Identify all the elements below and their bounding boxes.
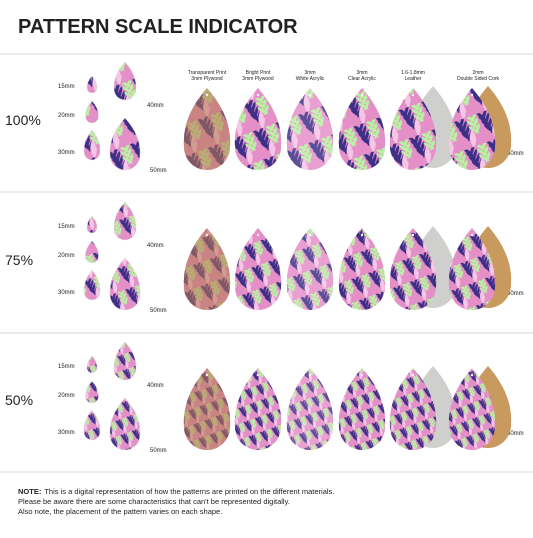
sample-drop [85, 380, 99, 404]
material-label: Leather [405, 76, 422, 82]
material-label: White Acrylic [296, 76, 325, 82]
hole [205, 93, 209, 97]
material-label: 1.6-1.8mm [401, 70, 425, 76]
size-label: 40mm [147, 103, 164, 109]
size-label: 50mm [150, 308, 167, 314]
size-label: 50mm [150, 448, 167, 454]
hole [360, 233, 364, 237]
hole [411, 373, 415, 377]
sample-drop [85, 100, 99, 124]
material-label: 3mm Plywood [191, 76, 223, 82]
note: NOTE: This is a digital representation of… [18, 487, 334, 496]
material-drop [448, 88, 496, 170]
size-label: 60mm [507, 431, 524, 437]
material-drop [286, 88, 334, 170]
material-drop [448, 228, 496, 310]
material-label: Double Sided Cork [457, 76, 499, 82]
hole [256, 373, 260, 377]
material-drop [286, 228, 334, 310]
material-label: 3mm Plywood [242, 76, 274, 82]
material-tint [286, 88, 334, 170]
material-tint [183, 88, 231, 170]
sample-drop [86, 75, 98, 94]
hole [411, 93, 415, 97]
material-label: 2mm [472, 70, 483, 76]
size-label: 50mm [150, 168, 167, 174]
sample-drop [86, 215, 98, 234]
size-label: 60mm [507, 291, 524, 297]
scale-label: 50% [5, 392, 33, 408]
material-label: Bright Print [246, 70, 271, 76]
note-line: This is a digital representation of how … [44, 487, 334, 496]
material-drop [234, 228, 282, 310]
material-drop [389, 88, 437, 170]
note-label: NOTE: [18, 487, 41, 496]
sample-drop [86, 355, 98, 374]
hole [308, 93, 312, 97]
material-label: 3mm [356, 70, 367, 76]
material-tint [183, 228, 231, 310]
material-drop [338, 88, 386, 170]
size-label: 30mm [58, 150, 75, 156]
hole [411, 233, 415, 237]
material-drop [338, 228, 386, 310]
material-tint [183, 368, 231, 450]
material-label: Clear Acrylic [348, 76, 376, 82]
material-label: 3mm [304, 70, 315, 76]
size-label: 15mm [58, 224, 75, 230]
hole [470, 93, 474, 97]
material-drop [286, 368, 334, 450]
hole [308, 233, 312, 237]
material-drop [338, 368, 386, 450]
size-label: 20mm [58, 113, 75, 119]
title: PATTERN SCALE INDICATOR [18, 16, 298, 38]
sample-drop [85, 240, 99, 264]
material-drop [389, 368, 437, 450]
hole [470, 373, 474, 377]
sample-drop [83, 129, 101, 161]
sample-drop [109, 117, 141, 171]
sample-drop [83, 269, 101, 301]
sample-drop [113, 341, 137, 381]
size-label: 30mm [58, 430, 75, 436]
material-drop [234, 368, 282, 450]
size-label: 15mm [58, 84, 75, 90]
hole [308, 373, 312, 377]
sample-drop [113, 201, 137, 241]
hole [256, 233, 260, 237]
hole [205, 233, 209, 237]
material-label: Transparent Print [188, 70, 227, 76]
hole [205, 373, 209, 377]
hole [470, 233, 474, 237]
note-line: Also note, the placement of the pattern … [18, 507, 222, 516]
size-label: 40mm [147, 383, 164, 389]
size-label: 40mm [147, 243, 164, 249]
size-label: 15mm [58, 364, 75, 370]
material-tint [286, 368, 334, 450]
size-label: 20mm [58, 253, 75, 259]
size-label: 30mm [58, 290, 75, 296]
material-drop [448, 368, 496, 450]
hole [256, 93, 260, 97]
material-drop [389, 228, 437, 310]
sample-drop [109, 257, 141, 311]
size-label: 20mm [58, 393, 75, 399]
sample-drop [83, 409, 101, 441]
material-drop [234, 88, 282, 170]
scale-label: 75% [5, 252, 33, 268]
sample-drop [113, 61, 137, 101]
hole [360, 93, 364, 97]
note-line: Please be aware there are some character… [18, 497, 290, 506]
material-tint [286, 228, 334, 310]
hole [360, 373, 364, 377]
scale-label: 100% [5, 112, 41, 128]
size-label: 60mm [507, 151, 524, 157]
sample-drop [109, 397, 141, 451]
